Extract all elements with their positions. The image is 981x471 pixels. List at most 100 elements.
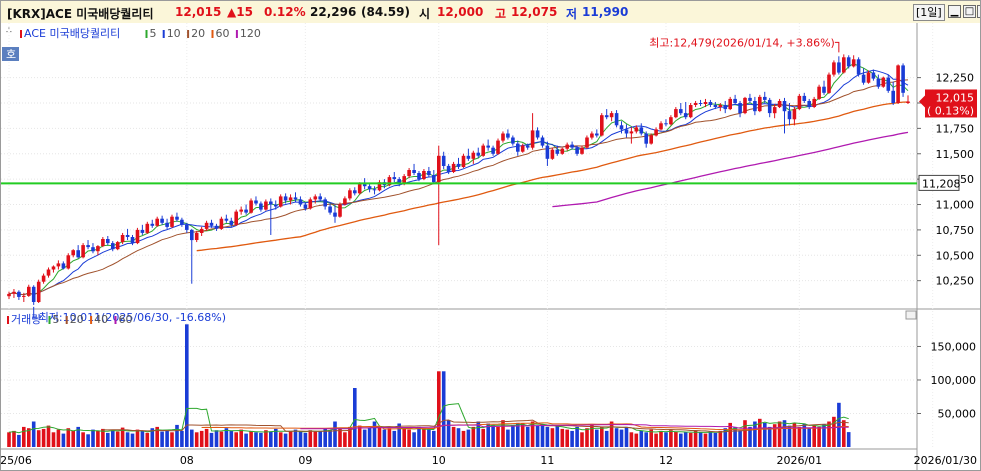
candle: [249, 200, 253, 213]
period-button[interactable]: [1일]: [913, 4, 945, 21]
volume-bar: [382, 429, 387, 447]
volume-bar: [328, 430, 332, 447]
volume-bar: [422, 428, 426, 447]
candle: [595, 133, 599, 136]
volume-bar: [802, 423, 807, 447]
volume-legend-label: 60: [119, 313, 133, 326]
candle: [353, 190, 357, 194]
volume-bar: [86, 434, 90, 447]
volume-bar: [441, 371, 446, 447]
volume-bar: [61, 433, 66, 447]
close-button[interactable]: [977, 5, 980, 18]
volume-bar: [372, 421, 377, 447]
candle: [437, 155, 441, 183]
volume-bar: [180, 430, 184, 447]
candle: [590, 133, 594, 138]
candle: [165, 222, 169, 227]
volume-bar: [733, 426, 737, 447]
volume-bar: [540, 424, 545, 447]
low-annotation-arrow: [33, 306, 38, 319]
candle: [66, 255, 71, 269]
volume-bar: [822, 424, 826, 447]
candle: [501, 133, 505, 141]
maximize-button[interactable]: □: [963, 5, 976, 18]
volume-bar: [27, 428, 31, 447]
candle: [609, 113, 614, 118]
volume-bar: [446, 420, 451, 447]
volume-bar: [269, 431, 273, 447]
candle: [106, 239, 110, 244]
volume-bar: [669, 430, 673, 447]
candle: [308, 199, 313, 209]
volume-bar: [160, 431, 164, 447]
candle: [234, 211, 238, 225]
candle: [372, 189, 377, 191]
candle: [274, 204, 278, 207]
candle: [753, 101, 757, 112]
candle: [140, 229, 145, 233]
volume-bar: [229, 430, 234, 447]
volume-bar: [135, 429, 140, 447]
volume-bar: [456, 428, 461, 447]
quote-tab-label: 호: [6, 48, 16, 61]
volume-bar: [728, 422, 732, 447]
candle: [397, 179, 401, 185]
volume-bar: [194, 432, 199, 447]
candle: [56, 263, 61, 267]
volume-pane-restore-button[interactable]: [905, 310, 917, 320]
open-price: 12,000: [437, 5, 484, 19]
volume-bar: [417, 426, 421, 447]
volume-legend-label: 거래량: [11, 313, 41, 326]
volume-bar: [555, 425, 560, 447]
volume-bar: [595, 429, 599, 447]
volume-bar: [214, 430, 219, 447]
current-price-box: [925, 89, 977, 118]
candle: [560, 148, 565, 154]
volume-legend-label: 5: [53, 313, 60, 326]
volume-bar: [219, 431, 224, 447]
candle: [738, 103, 742, 114]
volume-bar: [432, 430, 436, 447]
candle: [565, 144, 569, 149]
minimize-button[interactable]: ▁: [948, 5, 961, 18]
volume-legend: 거래량 5 20 40 60: [7, 313, 133, 326]
volume-legend-swatch: [114, 316, 117, 324]
candle: [580, 147, 584, 154]
candle: [377, 182, 382, 191]
volume-ma-5-line: [8, 403, 849, 434]
current-change-label: ( 0.13%): [927, 104, 974, 117]
volume-bar: [550, 428, 555, 447]
candle: [634, 127, 639, 132]
candle: [817, 86, 821, 99]
candle: [229, 220, 234, 225]
volume-bar: [590, 424, 594, 447]
volume-bar: [91, 429, 95, 447]
candle: [61, 263, 66, 269]
volume-bar: [56, 429, 61, 447]
stock-code: [KRX]ACE 미국배당퀄리티: [7, 7, 154, 21]
volume-bar: [708, 431, 713, 447]
volume-bar: [81, 432, 85, 447]
volume-bar: [244, 433, 248, 447]
candle: [432, 175, 436, 183]
volume-bar: [392, 430, 397, 447]
candlestick-series: [7, 54, 910, 305]
date-tick-label: 12: [659, 454, 673, 467]
candle: [466, 155, 471, 159]
drag-dots-icon[interactable]: ∴: [6, 26, 12, 36]
volume-bar: [175, 424, 179, 447]
open-label: 시: [419, 7, 431, 21]
volume-bar: [318, 430, 322, 447]
volume-bar: [17, 434, 21, 447]
candle: [303, 204, 308, 209]
volume-bar: [807, 428, 811, 447]
volume-bar: [649, 429, 653, 447]
quote-tab[interactable]: [2, 47, 19, 61]
candle: [328, 206, 332, 213]
candle: [713, 105, 718, 107]
candle: [362, 184, 367, 187]
candle: [772, 107, 777, 114]
candle: [861, 74, 866, 83]
volume-bar: [303, 432, 308, 447]
candle: [278, 196, 283, 207]
